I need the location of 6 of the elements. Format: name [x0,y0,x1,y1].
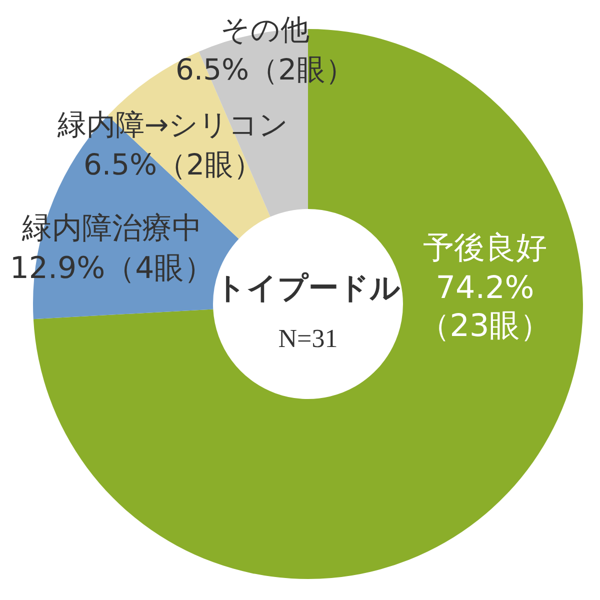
text: N=31 [278,324,338,353]
data-label: 6.5%（2眼） [83,148,263,182]
slice-label: その他 [220,12,310,47]
data-label: 74.2% （23眼） [418,270,552,344]
text: トイプードル [216,270,400,306]
slice-label: 予後良好 [423,230,547,266]
